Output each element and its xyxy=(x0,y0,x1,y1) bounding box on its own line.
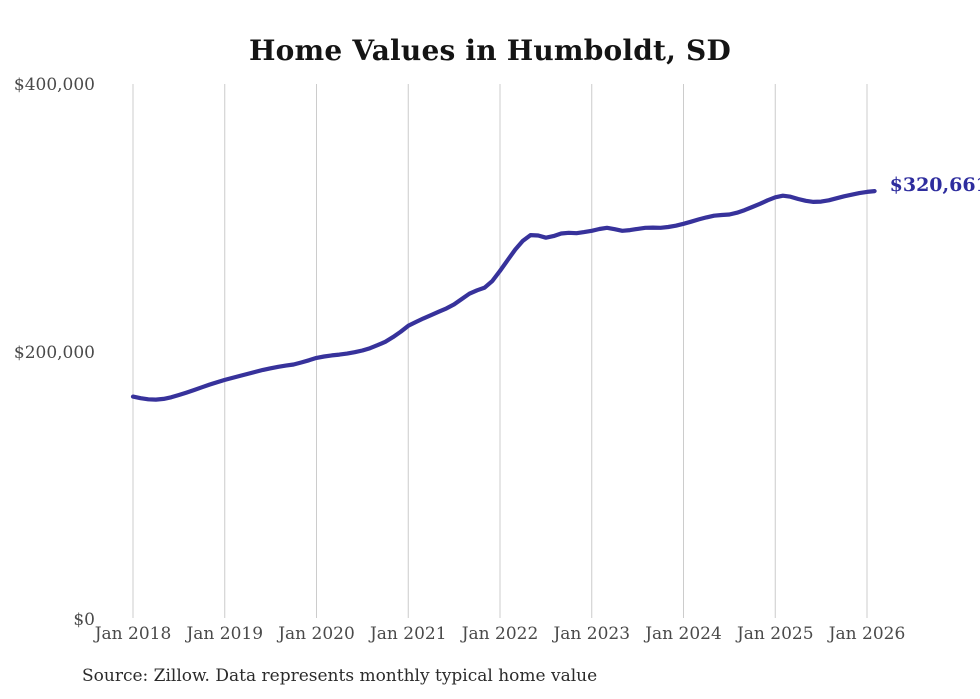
x-tick-label: Jan 2026 xyxy=(828,624,906,644)
x-tick-label: Jan 2023 xyxy=(553,624,631,644)
latest-value-label: $320,661 xyxy=(889,174,980,197)
x-tick-label: Jan 2018 xyxy=(94,624,172,644)
home-value-line xyxy=(130,189,877,402)
x-tick-label: Jan 2021 xyxy=(369,624,447,644)
source-note: Source: Zillow. Data represents monthly … xyxy=(82,666,598,686)
chart-title: Home Values in Humboldt, SD xyxy=(249,34,731,67)
x-tick-label: Jan 2024 xyxy=(645,624,722,644)
x-tick-label: Jan 2019 xyxy=(186,624,264,644)
x-tick-label: Jan 2022 xyxy=(461,624,539,644)
y-tick-label: $0 xyxy=(73,610,95,630)
x-tick-label: Jan 2020 xyxy=(278,624,355,644)
x-tick-label: Jan 2025 xyxy=(736,624,814,644)
y-tick-label: $400,000 xyxy=(13,75,95,95)
y-tick-label: $200,000 xyxy=(13,342,95,363)
